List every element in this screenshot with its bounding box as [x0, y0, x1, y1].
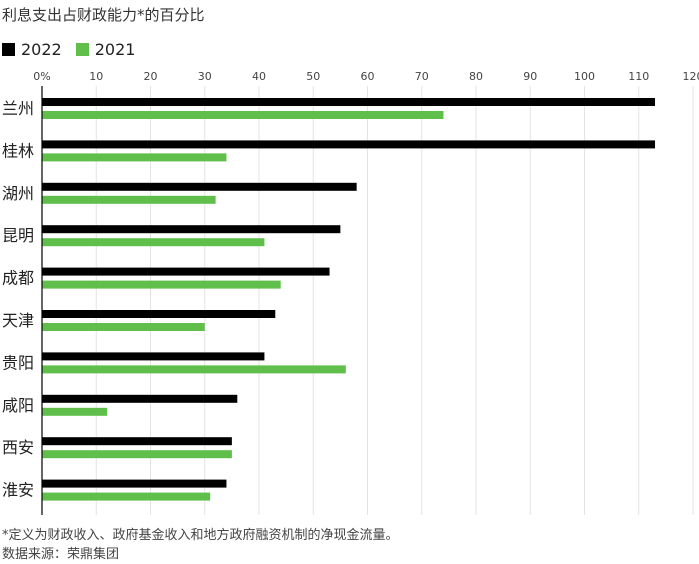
bar-2022	[42, 352, 265, 361]
bar-2021	[42, 407, 108, 416]
x-tick-label: 40	[252, 70, 266, 83]
legend: 2022 2021	[2, 40, 135, 59]
bar-2021	[42, 238, 265, 247]
bar-2021	[42, 195, 216, 204]
bar-2021	[42, 450, 232, 459]
x-tick-label: 100	[574, 70, 595, 83]
x-tick-label: 10	[89, 70, 103, 83]
category-label: 昆明	[2, 226, 34, 245]
x-tick-label: 30	[198, 70, 212, 83]
x-tick-label: 0%	[33, 70, 50, 83]
bar-2021	[42, 365, 346, 374]
bar-2022	[42, 437, 232, 446]
bar-2022	[42, 394, 238, 403]
bar-2022	[42, 98, 656, 106]
footnote: *定义为财政收入、政府基金收入和地方政府融资机制的净现金流量。	[2, 528, 399, 543]
source: 数据来源：荣鼎集团	[2, 547, 120, 562]
x-tick-label: 90	[523, 70, 537, 83]
category-label: 贵阳	[2, 353, 34, 372]
category-label: 湖州	[2, 184, 34, 203]
x-tick-label: 70	[415, 70, 429, 83]
x-tick-label: 60	[361, 70, 375, 83]
category-label: 西安	[2, 438, 34, 457]
category-label: 成都	[2, 269, 34, 288]
bar-2022	[42, 267, 330, 276]
bar-2021	[42, 280, 281, 289]
category-label: 桂林	[2, 141, 34, 160]
x-tick-label: 50	[306, 70, 320, 83]
legend-swatch-2022	[2, 43, 15, 56]
category-label: 兰州	[2, 99, 34, 118]
bar-2021	[42, 111, 444, 119]
legend-label-2022: 2022	[21, 40, 62, 59]
bar-2022	[42, 479, 227, 488]
bar-2021	[42, 153, 227, 162]
bar-2021	[42, 492, 211, 501]
bar-2022	[42, 310, 276, 318]
bar-2022	[42, 182, 357, 191]
legend-label-2021: 2021	[94, 40, 136, 59]
category-label: 咸阳	[2, 396, 34, 415]
bar-2021	[42, 323, 205, 331]
category-label: 天津	[2, 311, 34, 330]
x-tick-label: 80	[469, 70, 483, 83]
category-label: 淮安	[2, 481, 34, 500]
bar-2022	[42, 225, 341, 234]
x-tick-label: 20	[144, 70, 158, 83]
x-tick-label: 110	[628, 70, 649, 83]
chart-title: 利息支出占财政能力*的百分比	[2, 6, 205, 24]
bar-2022	[42, 140, 656, 149]
legend-swatch-2021	[75, 43, 89, 56]
x-tick-label: 120	[683, 70, 699, 83]
